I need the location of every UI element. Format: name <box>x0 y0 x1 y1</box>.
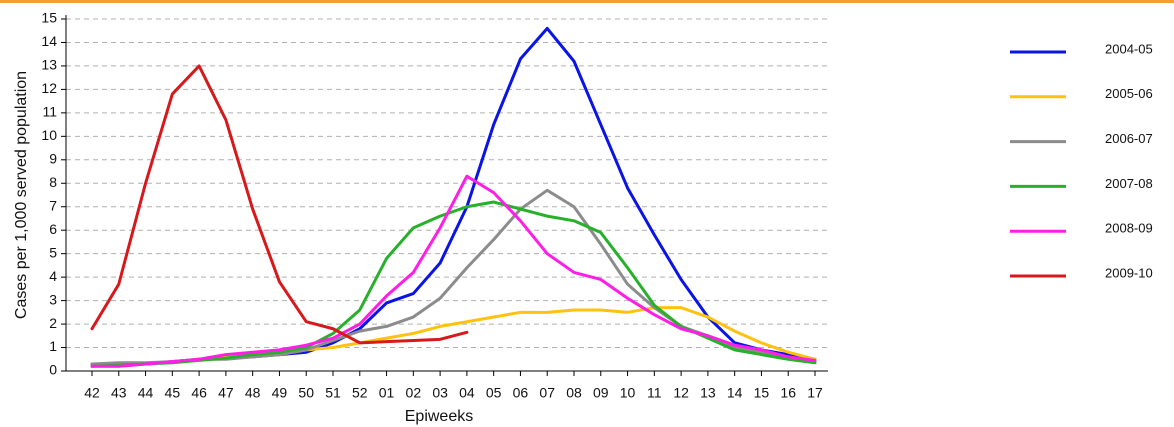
x-tick-label: 51 <box>325 385 341 401</box>
legend-label: 2005-06 <box>1105 86 1153 101</box>
x-tick-label: 43 <box>111 385 127 401</box>
x-tick-label: 46 <box>191 385 207 401</box>
y-tick-label: 9 <box>49 151 57 167</box>
series-line <box>90 174 817 368</box>
x-tick-label: 11 <box>647 385 662 401</box>
legend-label: 2008-09 <box>1105 221 1153 236</box>
y-tick-label: 8 <box>49 174 57 190</box>
y-tick-label: 3 <box>49 291 57 307</box>
x-tick-label: 05 <box>486 385 502 401</box>
y-tick-label: 15 <box>41 10 57 26</box>
x-tick-label: 17 <box>807 385 823 401</box>
x-tick-label: 16 <box>780 385 796 401</box>
x-tick-label: 07 <box>539 385 555 401</box>
x-tick-label: 13 <box>700 385 716 401</box>
x-tick-label: 14 <box>727 385 743 401</box>
top-band <box>0 0 1174 3</box>
legend-label: 2006-07 <box>1105 131 1153 146</box>
y-tick-label: 4 <box>49 268 57 284</box>
y-tick-label: 2 <box>49 315 57 331</box>
x-tick-label: 03 <box>432 385 448 401</box>
x-tick-label: 06 <box>513 385 529 401</box>
x-axis-title: Epiweeks <box>405 408 473 425</box>
y-tick-label: 14 <box>41 33 57 49</box>
y-tick-label: 11 <box>42 104 57 120</box>
x-tick-label: 02 <box>406 385 422 401</box>
x-tick-label: 12 <box>673 385 689 401</box>
y-tick-label: 0 <box>49 362 57 378</box>
x-tick-label: 47 <box>218 385 234 401</box>
series-line <box>90 64 469 345</box>
x-tick-label: 15 <box>754 385 770 401</box>
x-tick-label: 52 <box>352 385 368 401</box>
x-tick-label: 09 <box>593 385 609 401</box>
legend-label: 2004-05 <box>1105 41 1153 56</box>
x-tick-label: 42 <box>84 385 100 401</box>
x-tick-label: 45 <box>165 385 181 401</box>
y-tick-label: 1 <box>49 338 57 354</box>
x-tick-label: 10 <box>620 385 636 401</box>
y-tick-label: 6 <box>49 221 57 237</box>
x-tick-label: 01 <box>379 385 395 401</box>
legend-label: 2007-08 <box>1105 176 1153 191</box>
series-line <box>90 26 817 366</box>
x-tick-label: 48 <box>245 385 261 401</box>
x-tick-label: 49 <box>272 385 288 401</box>
legend-label: 2009-10 <box>1105 265 1153 280</box>
y-tick-label: 13 <box>41 57 57 73</box>
y-tick-label: 5 <box>49 244 57 260</box>
x-tick-label: 44 <box>138 385 154 401</box>
y-tick-label: 7 <box>49 197 57 213</box>
x-tick-label: 08 <box>566 385 582 401</box>
x-tick-label: 50 <box>298 385 314 401</box>
y-tick-label: 12 <box>41 80 57 96</box>
y-axis-title: Cases per 1,000 served population <box>13 71 30 319</box>
y-tick-label: 10 <box>41 127 57 143</box>
x-tick-label: 04 <box>459 385 475 401</box>
